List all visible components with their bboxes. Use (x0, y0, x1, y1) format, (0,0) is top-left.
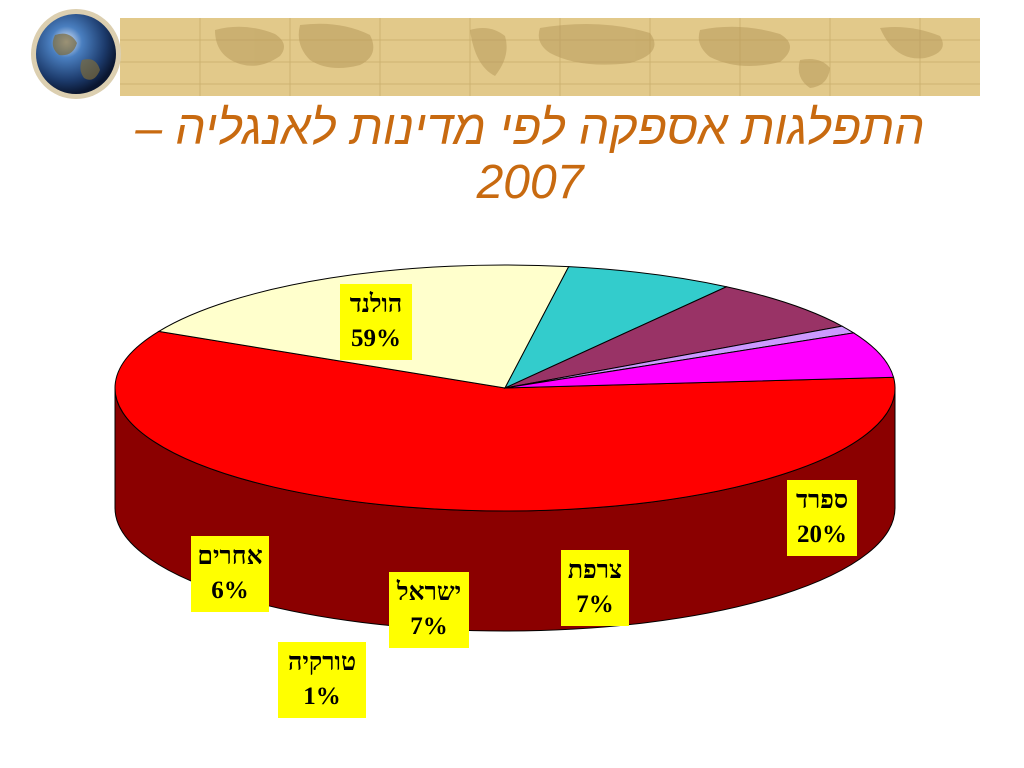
slice-5-label: אחרים 6% (191, 536, 269, 612)
slice-2-label: צרפת 7% (561, 550, 629, 626)
slice-1-value: 20% (797, 521, 847, 548)
slice-2-top (503, 266, 729, 390)
title-line-1: התפלגות אספקה לפי מדינות לאנגליה – (135, 102, 925, 155)
slice-5-top (504, 332, 895, 389)
slice-3-top (504, 286, 844, 389)
slice-0-top (114, 330, 896, 512)
slice-4-name: טורקיה (287, 649, 357, 676)
slice-3-name: ישראל (396, 579, 462, 606)
world-map-banner (31, 9, 980, 99)
slice-5-name: אחרים (197, 543, 263, 570)
slice-1-name: ספרד (795, 487, 849, 514)
slice-2-value: 7% (576, 591, 614, 618)
slice-3-label: ישראל 7% (389, 572, 469, 648)
slice-4-value: 1% (303, 683, 341, 710)
slice-0-label: הולנד 59% (340, 284, 412, 360)
page-title: התפלגות אספקה לפי מדינות לאנגליה – 2007 (60, 102, 1000, 210)
title-line-2: 2007 (476, 156, 584, 209)
slice-1-label: ספרד 20% (787, 480, 857, 556)
slice-0-value: 59% (351, 325, 401, 352)
slice-0-name: הולנד (349, 291, 403, 318)
slice-3-value: 7% (410, 613, 448, 640)
slice-2-name: צרפת (567, 557, 623, 584)
slice-5-value: 6% (211, 577, 249, 604)
slice-4-label: טורקיה 1% (278, 642, 366, 718)
